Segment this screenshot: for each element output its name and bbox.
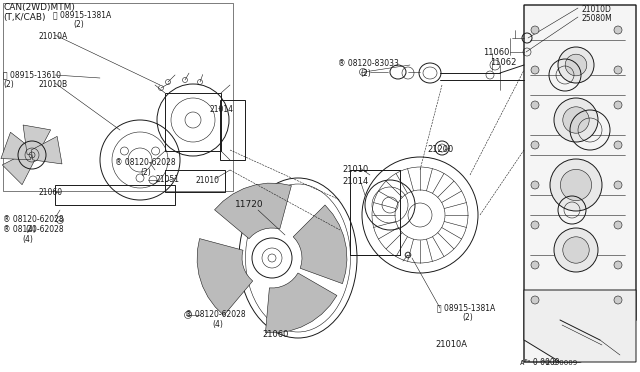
Bar [165,170,225,192]
Text: 21060: 21060 [38,188,62,197]
Circle shape [614,26,622,34]
Polygon shape [31,137,62,164]
Circle shape [614,181,622,189]
Polygon shape [23,125,51,156]
Bar [3,3,233,191]
Circle shape [614,101,622,109]
Circle shape [531,101,539,109]
Circle shape [531,141,539,149]
Text: 21200: 21200 [427,145,453,154]
Text: 21010A: 21010A [435,340,467,349]
Bar [165,93,221,151]
Polygon shape [197,238,253,315]
Bar [55,185,175,205]
Circle shape [550,159,602,211]
Circle shape [563,107,589,133]
Polygon shape [266,273,337,333]
Text: 21051: 21051 [155,175,179,184]
Text: ® 08120-62028: ® 08120-62028 [3,215,63,224]
Text: ® 08120-62028: ® 08120-62028 [3,225,63,234]
Polygon shape [214,183,291,239]
Circle shape [531,26,539,34]
Circle shape [531,66,539,74]
Circle shape [565,54,587,76]
Circle shape [531,296,539,304]
Text: 25080M: 25080M [582,14,612,23]
Circle shape [531,181,539,189]
Text: (T,K/CAB): (T,K/CAB) [3,13,45,22]
Text: 21014: 21014 [342,177,368,186]
Text: Ⓥ 08915-1381A: Ⓥ 08915-1381A [53,10,111,19]
Circle shape [561,169,591,201]
Text: ᴀᴾᵒ 0 0009: ᴀᴾᵒ 0 0009 [520,358,559,367]
Text: (2): (2) [462,313,473,322]
Polygon shape [524,290,636,362]
Circle shape [554,98,598,142]
Text: 21060: 21060 [262,330,289,339]
Text: 11060: 11060 [483,48,509,57]
Text: 11062: 11062 [490,58,516,67]
Text: (2): (2) [140,168,151,177]
Circle shape [563,237,589,263]
Text: 21010: 21010 [195,176,219,185]
Bar [220,100,245,160]
Text: ^2 0 0009: ^2 0 0009 [540,360,577,366]
Polygon shape [1,132,34,160]
Text: 21010B: 21010B [38,80,67,89]
Bar [350,170,400,255]
Circle shape [614,261,622,269]
Text: 21014: 21014 [210,105,234,114]
Text: ® 08120-62028: ® 08120-62028 [115,158,175,167]
Text: (4): (4) [25,225,36,234]
Text: (2): (2) [3,80,13,89]
Text: (4): (4) [212,320,223,329]
Text: ® 08120-83033: ® 08120-83033 [338,59,399,68]
Text: Ⓥ 08915-1381A: Ⓥ 08915-1381A [437,303,495,312]
Text: (2): (2) [73,20,84,29]
Circle shape [614,221,622,229]
Text: CAN(2WD)MTM): CAN(2WD)MTM) [3,3,75,12]
Circle shape [614,66,622,74]
Text: (2): (2) [360,69,371,78]
Text: 21010D: 21010D [582,5,612,14]
Circle shape [554,228,598,272]
Polygon shape [3,151,36,185]
Circle shape [558,47,594,83]
Text: 21010: 21010 [342,165,368,174]
Text: ® 08120-62028: ® 08120-62028 [185,310,246,319]
Circle shape [614,296,622,304]
Circle shape [531,221,539,229]
Text: (4): (4) [22,235,33,244]
Circle shape [614,141,622,149]
Text: Ⓥ 08915-13610: Ⓥ 08915-13610 [3,70,61,79]
Text: 11720: 11720 [235,200,264,209]
Text: 21010A: 21010A [38,32,67,41]
Circle shape [531,261,539,269]
Polygon shape [293,205,347,284]
Polygon shape [524,5,636,362]
